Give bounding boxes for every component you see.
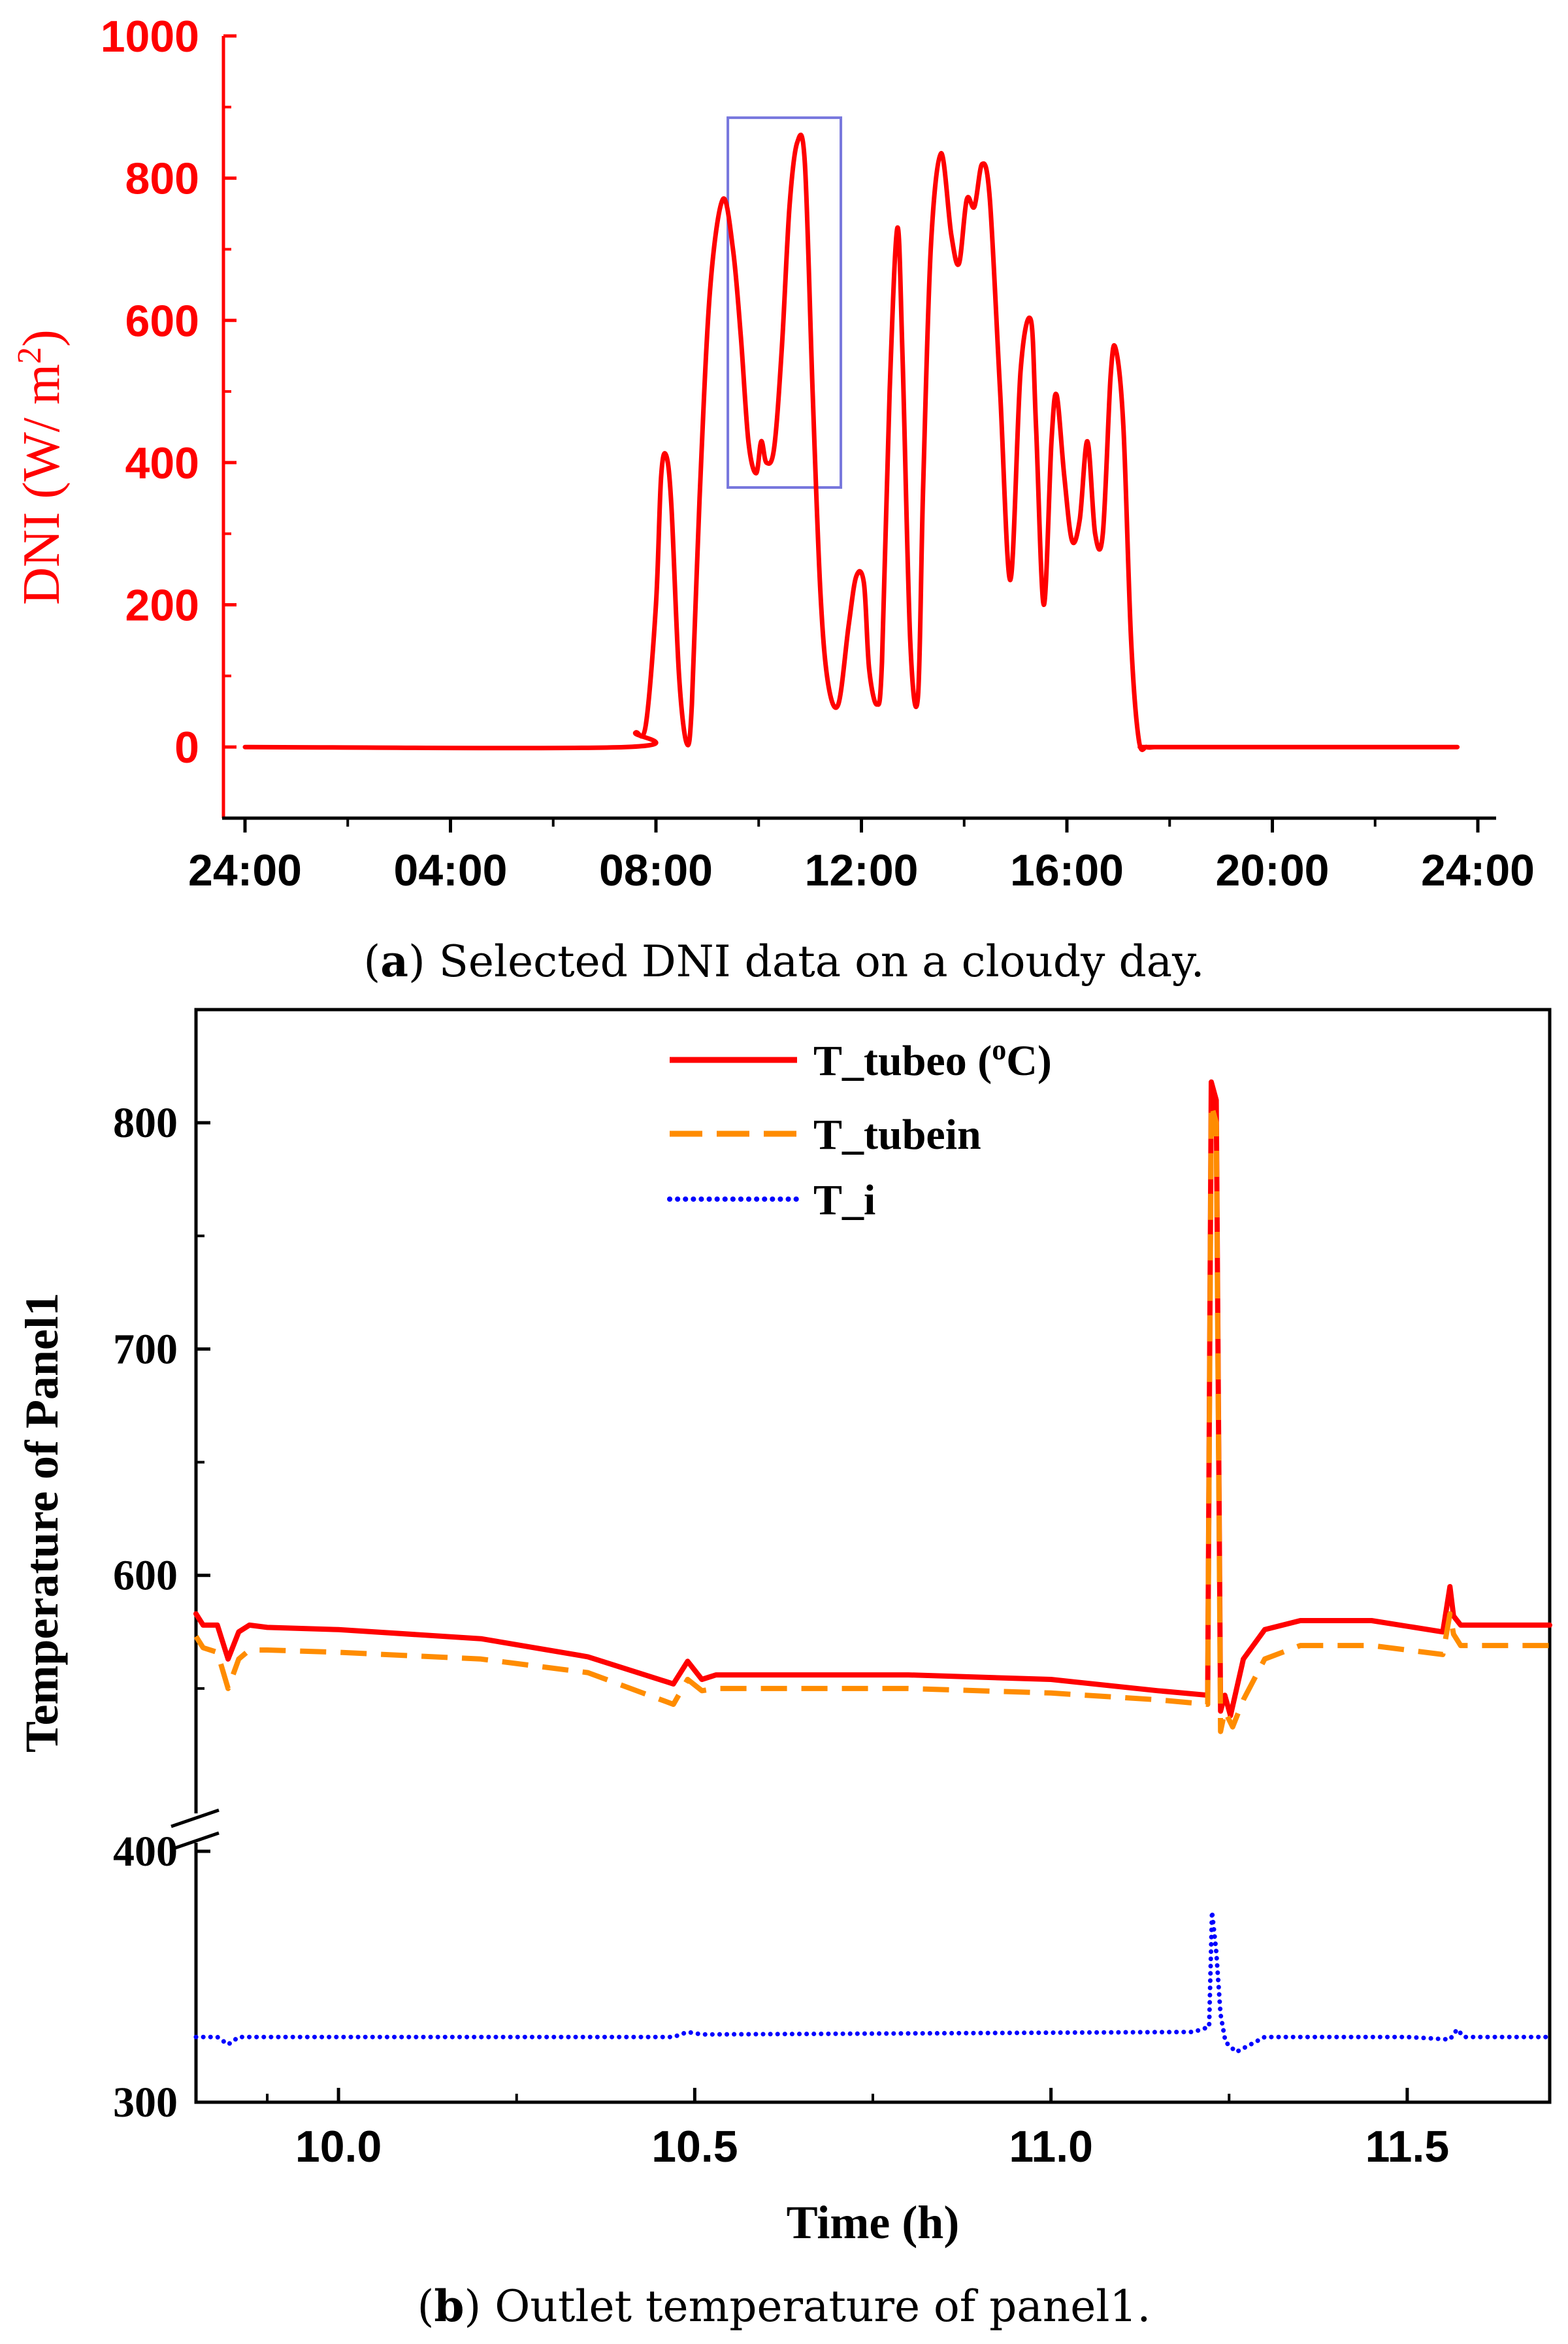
chart-b-y-tick-label: 800 — [113, 1099, 178, 1147]
chart-b-axis-break-slash — [171, 1831, 220, 1851]
caption-b-label: b — [434, 2281, 465, 2332]
chart-a-x-tick-label: 24:00 — [188, 846, 302, 895]
chart-b-series-t-tubeo — [193, 1079, 1552, 1719]
chart-b-series-t-tubein — [193, 1102, 1550, 1734]
chart-b-x-tick-label: 11.0 — [1009, 2122, 1093, 2171]
chart-a-y-axis-label: DNI (W/ m2) — [11, 329, 71, 604]
chart-b-y-tick-label: 400 — [113, 1828, 178, 1875]
chart-a-highlight-box — [727, 116, 843, 489]
chart-b-plot-frame — [194, 1008, 1552, 2104]
chart-a-y-tick-label: 0 — [174, 723, 199, 772]
chart-b-legend: T_tubeo (oC) T_tubein T_i — [667, 1034, 1052, 1224]
chart-a-x-tick-label: 20:00 — [1216, 846, 1330, 895]
chart-a-x-tick-label: 04:00 — [394, 846, 508, 895]
chart-b-x-ticks: 10.0 10.5 11.0 11.5 — [266, 2088, 1450, 2171]
chart-a-y-tick-label: 800 — [125, 154, 199, 204]
chart-a-y-tick-label: 400 — [125, 438, 199, 488]
chart-a-y-tick-label: 600 — [125, 296, 199, 346]
chart-a-y-ticks: 0 200 400 600 800 1000 — [101, 12, 237, 772]
caption-a-text: Selected DNI data on a cloudy day. — [438, 936, 1205, 987]
chart-a-x-ticks: 24:00 04:00 08:00 12:00 16:00 20:00 24:00 — [188, 818, 1535, 895]
legend-label-t-tubein: T_tubein — [813, 1111, 981, 1159]
caption-b: (b) Outlet temperature of panel1. — [417, 2281, 1151, 2332]
legend-label-t-tubeo: T_tubeo (oC) — [813, 1034, 1052, 1085]
chart-a: 0 200 400 600 800 1000 24:00 04:00 08:00 12:00 16… — [11, 12, 1535, 895]
chart-a-y-tick-label: 200 — [125, 581, 199, 631]
chart-b-axis-break-gap — [193, 1813, 203, 1843]
legend-label-t-i: T_i — [813, 1176, 875, 1224]
caption-a: (a) Selected DNI data on a cloudy day. — [363, 936, 1205, 987]
chart-a-series-dni — [242, 133, 1460, 752]
chart-b-y-axis-label: Temperature of Panel1 — [16, 1293, 68, 1753]
chart-a-y-tick-label: 1000 — [101, 12, 199, 61]
chart-b-series-group — [193, 1079, 1552, 2055]
chart-b-x-tick-label: 10.0 — [295, 2122, 382, 2171]
chart-b: 300 400 600 700 800 10.0 10.5 11.0 11.5 Time (h… — [16, 1008, 1552, 2249]
chart-b-x-tick-label: 10.5 — [651, 2122, 738, 2171]
chart-b-x-axis-label: Time (h) — [787, 2196, 960, 2249]
chart-b-x-tick-label: 11.5 — [1365, 2122, 1450, 2171]
chart-a-x-tick-label: 24:00 — [1421, 846, 1535, 895]
chart-a-x-tick-label: 16:00 — [1010, 846, 1124, 895]
chart-b-y-tick-label: 700 — [113, 1325, 178, 1373]
chart-b-series-t-i — [193, 1909, 1552, 2055]
chart-b-y-ticks: 300 400 600 700 800 — [113, 1099, 210, 2126]
caption-b-text: Outlet temperature of panel1. — [495, 2281, 1151, 2332]
chart-a-x-tick-label: 08:00 — [599, 846, 713, 895]
chart-a-x-tick-label: 12:00 — [805, 846, 919, 895]
chart-b-y-tick-label: 600 — [113, 1552, 178, 1600]
chart-b-axis-break-slash — [171, 1808, 220, 1828]
caption-a-label: a — [380, 936, 408, 987]
chart-b-axis-break-marker — [171, 1808, 220, 1851]
chart-b-y-tick-label: 300 — [113, 2079, 178, 2126]
